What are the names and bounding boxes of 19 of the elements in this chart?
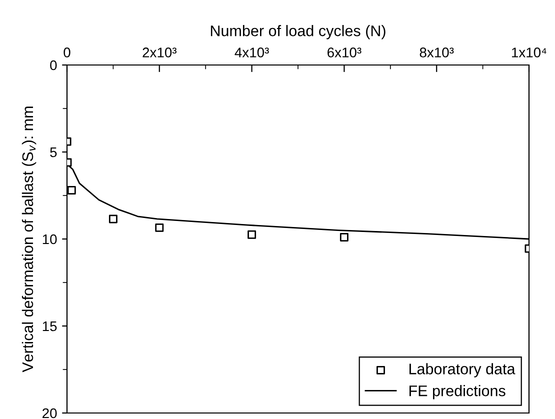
y-tick-label: 20 (42, 408, 57, 418)
legend-label: Laboratory data (409, 363, 516, 378)
y-tick-label: 10 (42, 234, 57, 244)
x-tick-label: 4x10³ (234, 48, 269, 58)
y-tick-label: 5 (50, 147, 57, 158)
point (340, 233, 348, 242)
x-tick-label: 6x10³ (328, 48, 362, 58)
point (108, 214, 118, 224)
point (248, 230, 256, 239)
y-tick-label: 15 (42, 321, 57, 332)
x-axis-title: Number of load cycles (N) (210, 25, 386, 40)
x-tick-label: 8x10³ (420, 48, 454, 58)
x-tick-label: 1x10⁴ (512, 48, 546, 58)
legend-label: FE predictions (409, 385, 506, 400)
x-tick-label: 0 (64, 48, 70, 58)
y-axis-title: Vertical deformation of ballast (S$_{v}$): mm (22, 106, 36, 372)
point (155, 223, 164, 232)
y-tick-label: 0 (50, 60, 57, 70)
x-tick-label: 2x10³ (142, 48, 176, 58)
